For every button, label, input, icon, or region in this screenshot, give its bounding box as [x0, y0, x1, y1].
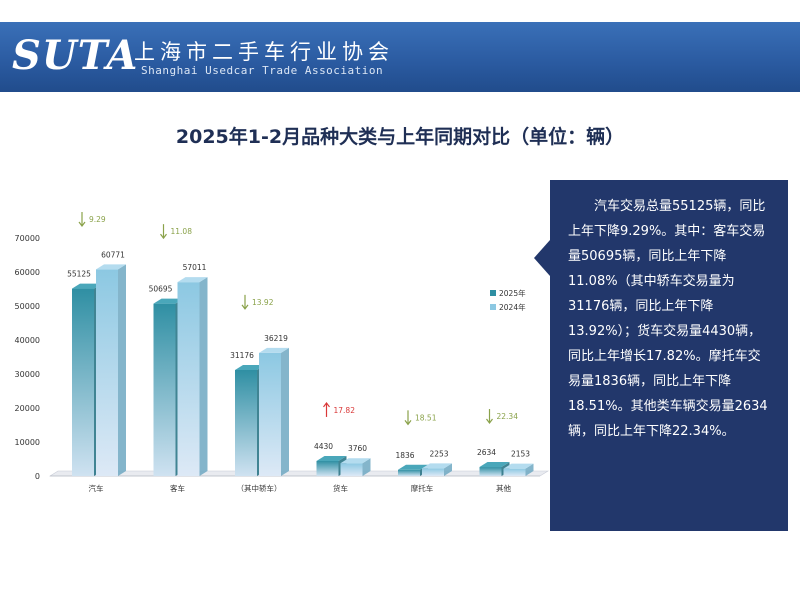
y-tick-label: 60000 — [15, 268, 40, 277]
bar-2024 — [503, 463, 534, 476]
down-arrow-icon — [78, 212, 86, 227]
data-label-2025: 4430 — [314, 442, 333, 451]
bar-2024 — [96, 264, 126, 476]
bar-front — [479, 467, 502, 476]
x-tick-label: 摩托车 — [411, 483, 434, 493]
y-tick-label: 70000 — [15, 234, 40, 243]
bar-chart: 0 10000 20000 30000 40000 50000 60000 70000 5512… — [15, 212, 550, 493]
bar-top — [503, 463, 534, 469]
summary-callout: 汽车交易总量55125辆，同比上年下降9.29%。其中：客车交易量50695辆，… — [550, 180, 788, 531]
bar-top — [177, 277, 208, 283]
bar-front — [422, 468, 444, 476]
data-label-2024: 36219 — [264, 334, 288, 343]
data-label-2025: 2634 — [477, 448, 496, 457]
bar-top — [235, 365, 265, 371]
y-tick-label: 0 — [35, 472, 40, 481]
suta-logo: SUTA — [12, 32, 139, 79]
y-tick-label: 30000 — [15, 370, 40, 379]
bar-side — [118, 264, 126, 476]
y-tick-label: 20000 — [15, 404, 40, 413]
bar-front — [398, 469, 420, 476]
legend-swatch-2024 — [490, 304, 496, 310]
y-tick-label: 40000 — [15, 336, 40, 345]
bar-front — [316, 460, 339, 476]
bar-top — [153, 298, 184, 304]
data-label-2025: 31176 — [230, 351, 254, 360]
bar-side — [281, 347, 289, 476]
bar-front — [96, 269, 118, 476]
bar-side — [362, 458, 371, 476]
y-tick-label: 50000 — [15, 302, 40, 311]
legend-label-2025: 2025年 — [499, 288, 526, 298]
header-banner — [0, 22, 800, 92]
down-arrow-icon — [486, 409, 493, 425]
data-label-2024: 2253 — [429, 449, 448, 458]
bar-2024 — [259, 347, 289, 476]
down-arrow-icon — [241, 294, 249, 310]
data-label-2024: 3760 — [348, 444, 367, 453]
association-name-en: Shanghai Usedcar Trade Association — [141, 64, 384, 77]
x-tick-label: 货车 — [333, 483, 348, 493]
data-label-2025: 1836 — [395, 451, 414, 460]
page-title: 2025年1-2月品种大类与上年同期对比（单位：辆） — [175, 126, 625, 148]
change-label: 22.34 — [497, 412, 519, 421]
x-tick-label: 客车 — [170, 483, 185, 493]
bar-front — [72, 288, 94, 476]
bar-front — [153, 303, 176, 476]
down-arrow-icon — [160, 224, 167, 240]
legend-label-2024: 2024年 — [499, 302, 526, 312]
bar-top — [479, 462, 510, 468]
data-label-2025: 55125 — [67, 270, 91, 279]
change-label: 9.29 — [89, 215, 106, 224]
bar-2024 — [340, 458, 371, 476]
change-label: 13.92 — [252, 298, 274, 307]
bar-top — [72, 283, 102, 289]
legend-swatch-2025 — [490, 290, 496, 296]
bar-top — [259, 347, 289, 353]
x-tick-label: 汽车 — [89, 483, 104, 493]
bar-top — [316, 455, 347, 461]
x-tick-label: 其他 — [496, 483, 511, 493]
association-name-cn: 上海市二手车行业协会 — [134, 40, 394, 64]
bar-top — [398, 464, 428, 470]
up-arrow-icon — [323, 401, 330, 417]
x-tick-label: （其中轿车） — [237, 483, 282, 493]
bar-2024 — [422, 463, 452, 476]
bar-side — [199, 277, 208, 476]
data-label-2025: 50695 — [149, 285, 173, 294]
bar-top — [340, 458, 371, 464]
change-label: 18.51 — [415, 413, 437, 422]
down-arrow-icon — [404, 410, 412, 426]
bar-front — [259, 352, 281, 476]
data-label-2024: 60771 — [101, 250, 125, 259]
bar-side — [525, 463, 534, 476]
change-label: 17.82 — [334, 406, 356, 415]
bar-top — [96, 264, 126, 270]
bar-top — [422, 463, 452, 469]
data-label-2024: 57011 — [183, 263, 207, 272]
data-label-2024: 2153 — [511, 450, 530, 459]
bar-2024 — [177, 277, 208, 476]
bar-front — [340, 463, 363, 476]
y-tick-label: 10000 — [15, 438, 40, 447]
callout-pointer — [534, 240, 550, 276]
bar-front — [235, 370, 257, 476]
bar-front — [503, 468, 526, 476]
bar-front — [177, 282, 200, 476]
bar-side — [444, 463, 452, 476]
change-label: 11.08 — [171, 227, 193, 236]
